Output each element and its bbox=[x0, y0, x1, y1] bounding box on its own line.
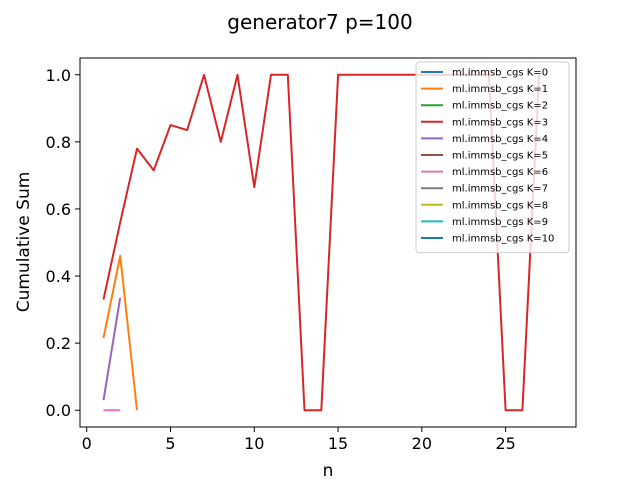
y-tick-label: 0.2 bbox=[46, 334, 71, 353]
y-axis-label: Cumulative Sum bbox=[14, 172, 34, 313]
y-tick-label: 0.4 bbox=[46, 267, 71, 286]
x-tick-label: 0 bbox=[82, 434, 92, 453]
chart-title: generator7 p=100 bbox=[227, 10, 412, 34]
legend-label: ml.immsb_cgs K=9 bbox=[452, 217, 548, 228]
x-tick-label: 25 bbox=[495, 434, 515, 453]
legend-label: ml.immsb_cgs K=7 bbox=[452, 184, 548, 195]
legend-label: ml.immsb_cgs K=10 bbox=[452, 234, 554, 245]
legend-label: ml.immsb_cgs K=8 bbox=[452, 200, 548, 211]
x-ticks: 0 5 10 15 20 25 bbox=[82, 427, 516, 453]
x-tick-label: 20 bbox=[412, 434, 432, 453]
legend: ml.immsb_cgs K=0 ml.immsb_cgs K=1 ml.immsb… bbox=[415, 61, 570, 254]
plot-area-frame bbox=[79, 57, 577, 428]
y-tick-label: 0.8 bbox=[46, 133, 71, 152]
legend-label: ml.immsb_cgs K=4 bbox=[452, 134, 548, 145]
series-line-k1 bbox=[102, 254, 138, 411]
legend-label: ml.immsb_cgs K=0 bbox=[452, 68, 548, 79]
series-line-k4 bbox=[102, 297, 122, 401]
legend-box bbox=[415, 61, 570, 254]
legend-label: ml.immsb_cgs K=1 bbox=[452, 84, 548, 95]
legend-label: ml.immsb_cgs K=5 bbox=[452, 151, 548, 162]
x-tick-label: 15 bbox=[328, 434, 348, 453]
y-tick-label: 0.6 bbox=[46, 200, 71, 219]
y-tick-label: 1.0 bbox=[46, 66, 71, 85]
x-tick-label: 10 bbox=[244, 434, 264, 453]
legend-label: ml.immsb_cgs K=2 bbox=[452, 101, 548, 112]
legend-label: ml.immsb_cgs K=6 bbox=[452, 167, 548, 178]
y-tick-label: 0.0 bbox=[46, 401, 71, 420]
x-axis-label: n bbox=[323, 461, 334, 480]
y-ticks: 0.0 0.2 0.4 0.6 0.8 1.0 bbox=[46, 66, 80, 420]
x-tick-label: 5 bbox=[165, 434, 175, 453]
legend-label: ml.immsb_cgs K=3 bbox=[452, 117, 548, 128]
